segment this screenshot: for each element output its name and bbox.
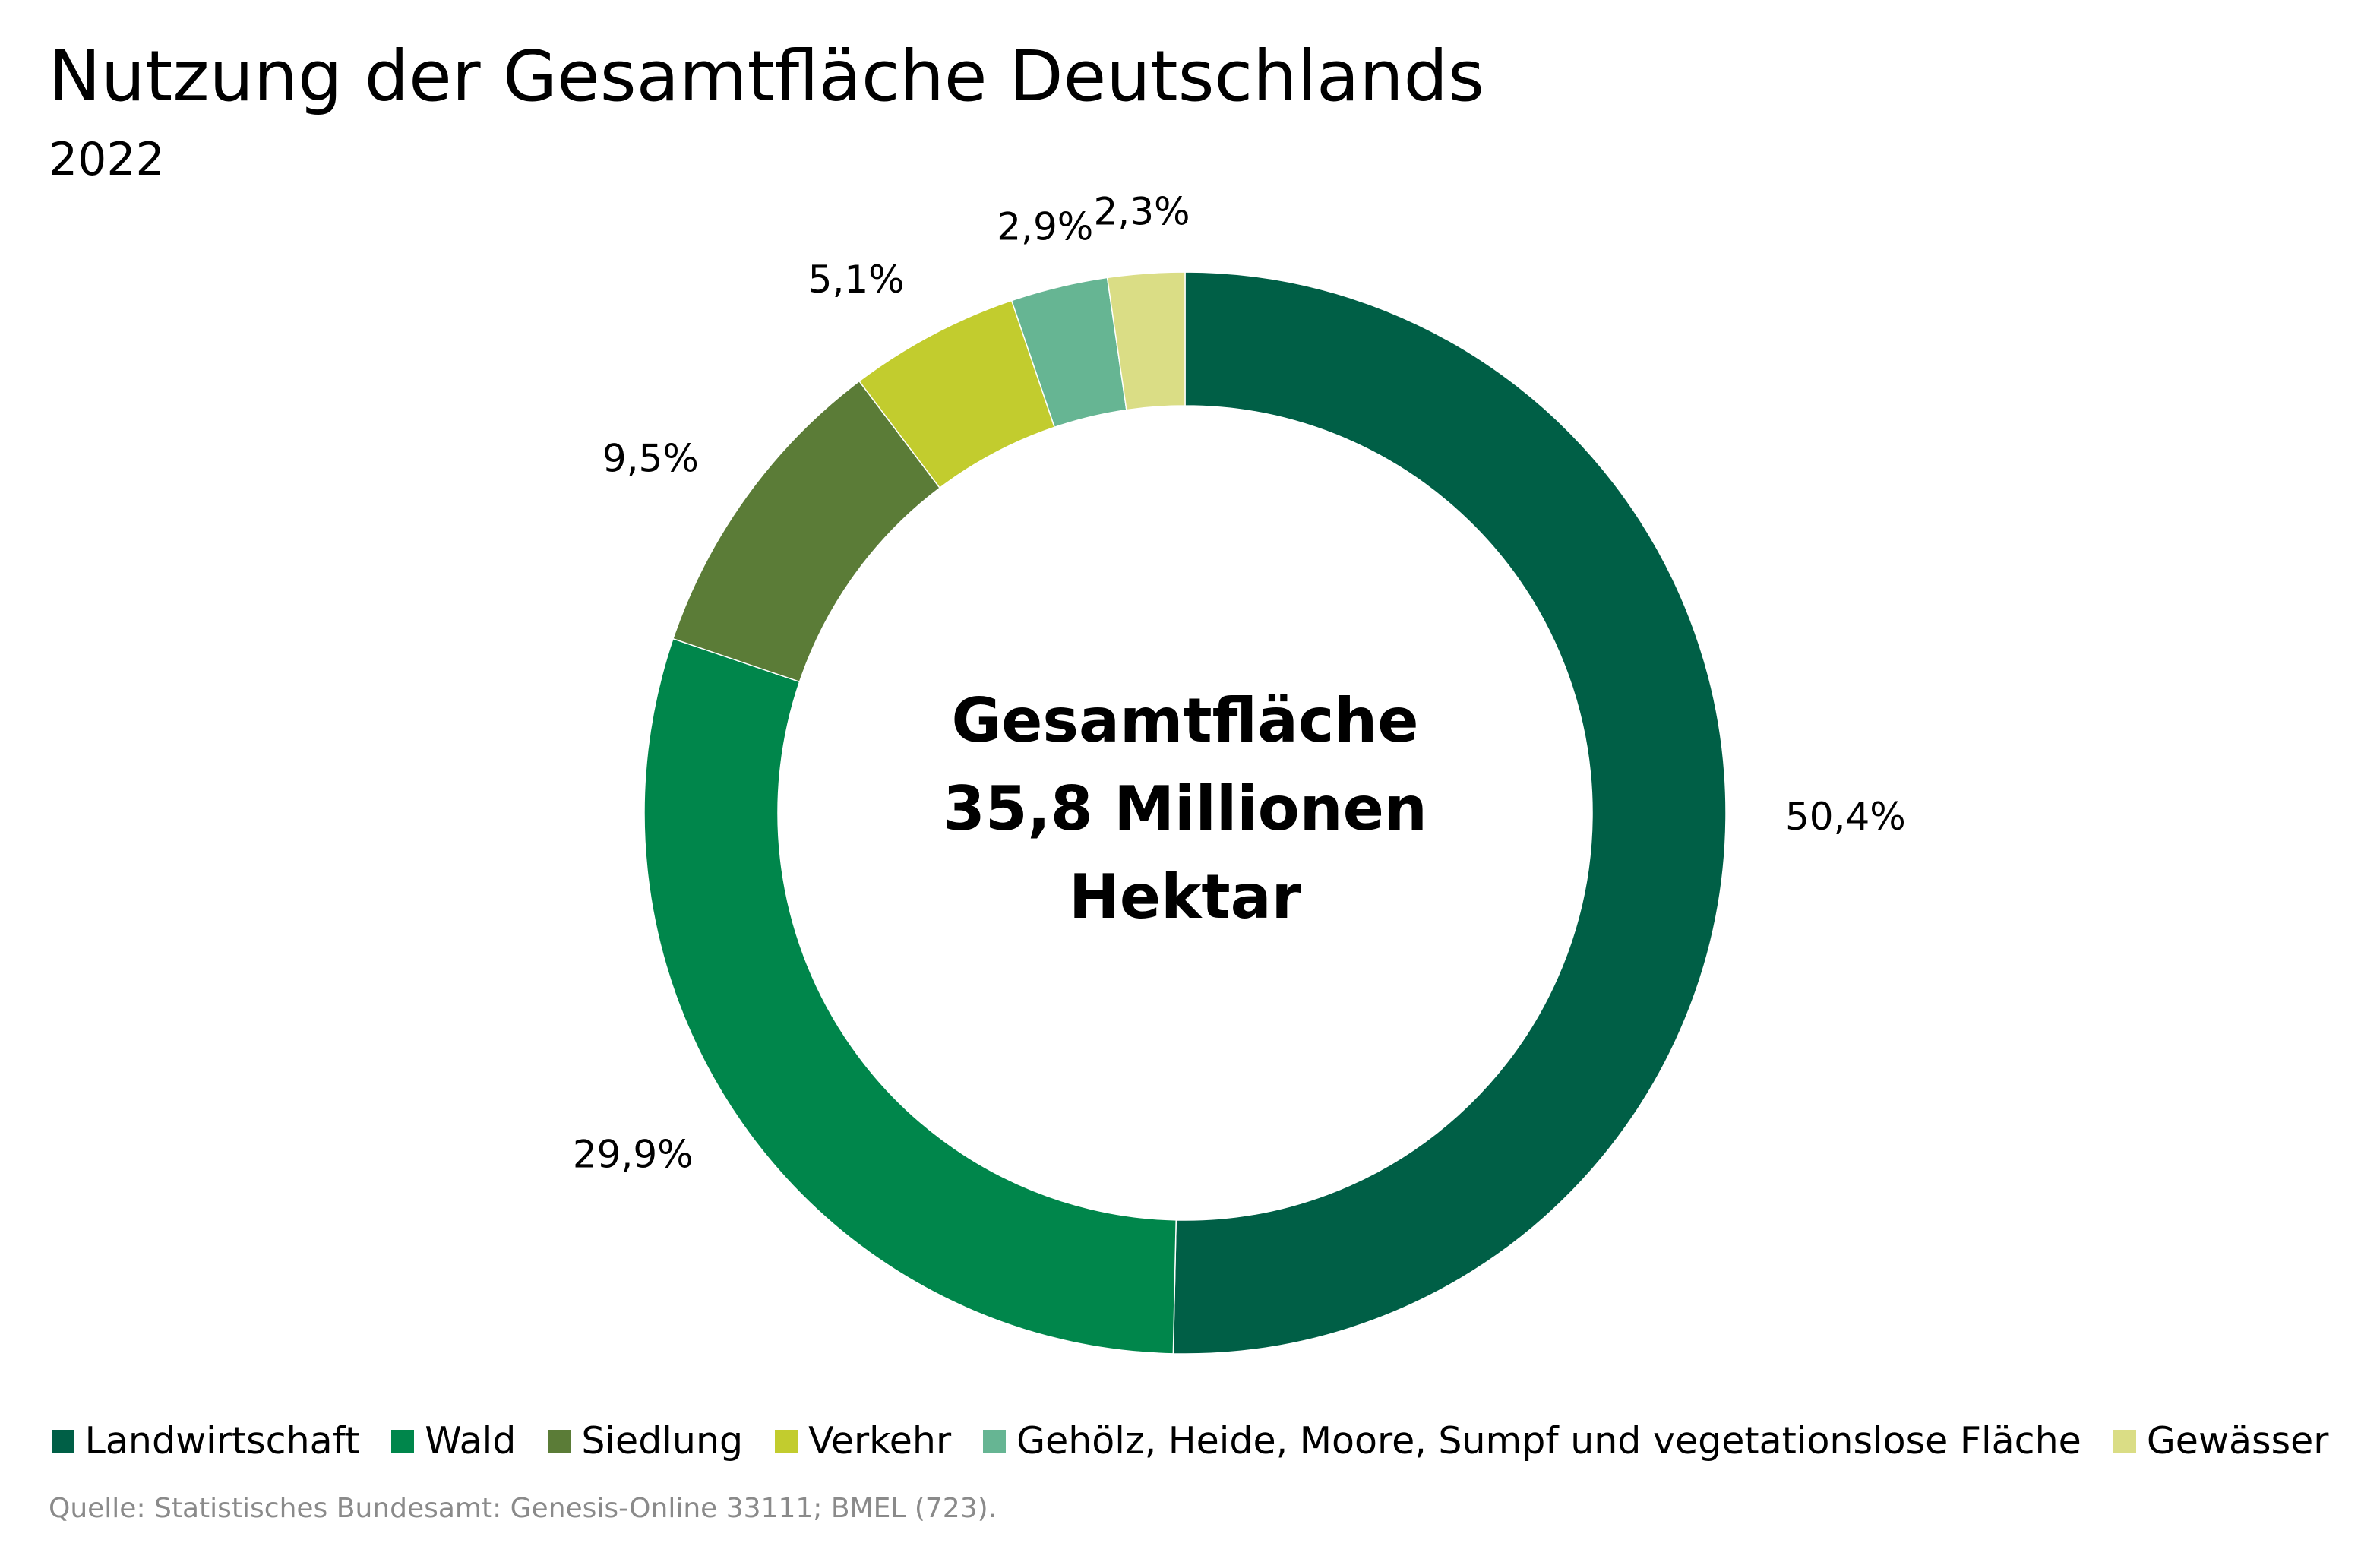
data-label-verkehr: 5,1% [808,258,905,302]
data-label-siedlung: 9,5% [602,437,699,481]
data-label-landwirtschaft: 50,4% [1785,795,1906,839]
legend-item-gewaesser: Gewässer [2113,1419,2329,1463]
legend-item-siedlung: Siedlung [548,1419,743,1463]
legend-item-wald: Wald [391,1419,516,1463]
center-label-line: Gesamtfläche [951,685,1418,756]
legend-swatch [983,1429,1007,1453]
legend-label: Gewässer [2146,1419,2329,1463]
legend-item-gehoelz-heide-moore-sumpf-und-vegetationslose-flaeche: Gehölz, Heide, Moore, Sumpf und vegetati… [983,1419,2081,1463]
chart-subtitle: 2022 [49,133,165,186]
legend-label: Siedlung [581,1419,744,1463]
source-note: Quelle: Statistisches Bundesamt: Genesis… [49,1493,997,1524]
legend-swatch [51,1429,74,1453]
legend-swatch [548,1429,571,1453]
legend-swatch [2113,1429,2136,1453]
legend-item-landwirtschaft: Landwirtschaft [51,1419,360,1463]
slice-landwirtschaft [1172,271,1727,1355]
slice-wald [643,637,1177,1355]
legend-swatch [775,1429,798,1453]
data-label-gehoelz-heide-moore-sumpf-und-vegetationslose-flaeche: 2,9% [997,204,1093,248]
legend-swatch [391,1429,415,1453]
legend-label: Landwirtschaft [84,1419,360,1463]
center-label-line: Hektar [1069,862,1302,932]
legend-label: Gehölz, Heide, Moore, Sumpf und vegetati… [1016,1419,2081,1463]
center-label-line: 35,8 Millionen [943,773,1427,844]
data-label-gewaesser: 2,3% [1094,190,1190,234]
data-label-wald: 29,9% [573,1132,694,1176]
legend-item-verkehr: Verkehr [775,1419,951,1463]
legend-label: Verkehr [808,1419,952,1463]
chart-title: Nutzung der Gesamtfläche Deutschlands [49,36,1484,117]
slice-gewaesser [1106,271,1186,411]
chart-legend: Landwirtschaft Wald Siedlung Verkehr Gehölz,… [0,1419,2380,1463]
legend-label: Wald [425,1419,517,1463]
